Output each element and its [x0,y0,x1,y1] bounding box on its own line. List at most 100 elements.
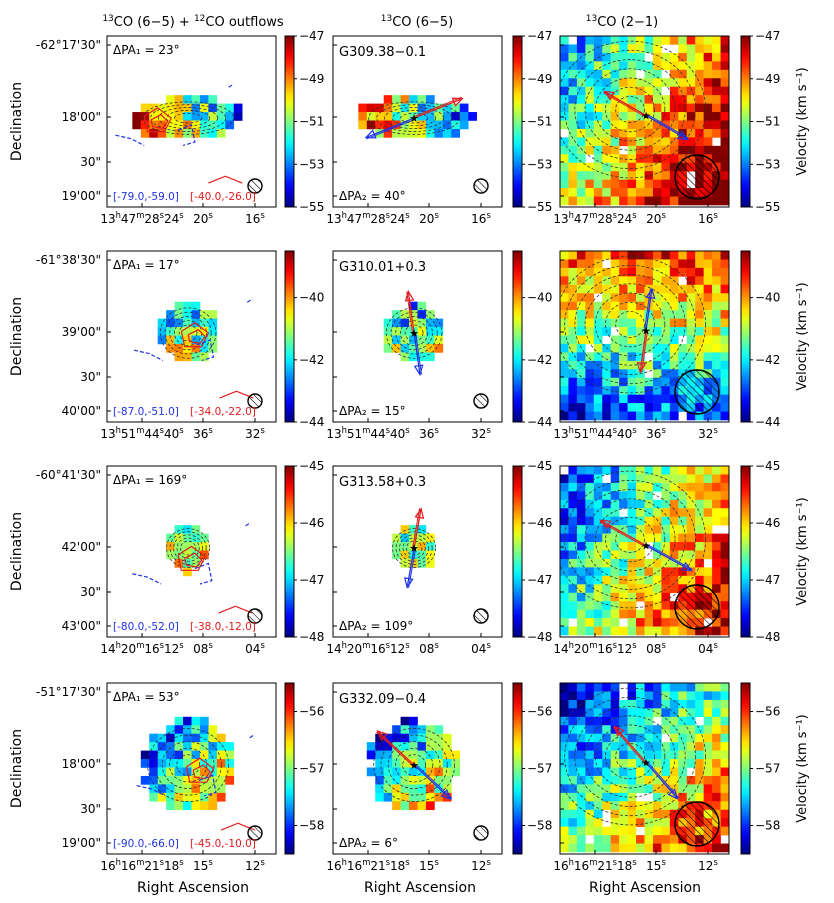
velocity-pixel [627,775,637,785]
velocity-pixel [593,259,603,269]
velocity-pixel [560,44,569,54]
tick-label-part: 21 [144,859,159,873]
velocity-pixel [636,567,645,577]
velocity-pixel [652,567,662,577]
velocity-pixel [712,360,721,370]
velocity-pixel [686,508,696,517]
velocity-pixel [568,78,578,87]
velocity-pixel [442,767,452,777]
velocity-pixel [593,683,603,692]
velocity-pixel [375,733,384,743]
velocity-pixel [652,733,662,743]
contour-level [574,489,686,590]
velocity-pixel [157,742,167,751]
velocity-pixel [636,103,645,113]
velocity-pixel [568,567,578,577]
title-superscript: 12 [194,14,205,24]
velocity-pixel [686,103,696,113]
velocity-pixel [720,699,729,709]
tick-label-part: s [160,640,164,650]
colorbar-bar [740,250,751,423]
velocity-pixel [686,626,696,636]
dec-tick-label: 19'00" [62,836,101,850]
velocity-pixel [225,767,235,777]
velocity-pixel [644,742,654,751]
tick-label-part: 21 [597,859,612,873]
velocity-pixel [400,128,410,138]
velocity-pixel [166,128,175,138]
velocity-pixel [720,327,729,336]
velocity-pixel [568,386,578,395]
velocity-pixel [392,792,401,802]
tick-label-part: s [260,425,264,435]
colorbar-tick-label: −47 [299,573,324,587]
velocity-pixel [451,112,461,121]
velocity-pixel [619,708,628,718]
direction-arrow: ★ [376,729,453,801]
redshifted-outflow [192,764,211,780]
velocity-pixel [576,360,586,370]
velocity-pixel [576,801,586,811]
velocity-pixel [619,592,628,602]
velocity-pixel [652,618,662,627]
tick-label-part: h [342,210,347,220]
velocity-pixel [593,327,603,336]
tick-label-part: 13 [100,427,115,441]
ra-tick-label: 36s [646,425,666,441]
direction-arrow: ★ [404,290,424,377]
velocity-pixel [576,69,586,79]
velocity-pixel [661,525,671,534]
velocity-pixel [703,196,713,206]
velocity-pixel [585,601,595,610]
velocity-pixel [610,259,620,269]
velocity-pixel [400,542,410,551]
velocity-pixel [576,36,586,45]
velocity-pixel [585,196,595,206]
velocity-pixel [720,626,729,636]
velocity-pixel [644,708,654,718]
velocity-pixel [644,491,654,501]
velocity-pixel [568,154,578,164]
velocity-pixel [602,742,611,751]
velocity-pixel [425,801,435,811]
velocity-pixel [619,284,628,294]
tick-label-part: 16 [245,212,260,226]
tick-label-part: s [434,210,438,220]
velocity-pixel [661,78,671,87]
velocity-pixel [585,499,595,509]
velocity-pixel [602,276,611,286]
contour-level [395,316,433,351]
velocity-pixel [417,784,427,794]
velocity-pixel [720,128,729,138]
velocity-pixel [442,784,452,794]
intensity-contours [560,470,707,609]
velocity-pixel [619,335,628,345]
velocity-pixel [703,360,713,370]
velocity-pixel [686,259,696,269]
velocity-pixel [593,188,603,197]
velocity-pixel [392,335,401,345]
contour-level [158,107,219,130]
velocity-pixel [712,835,721,844]
velocity-pixel [678,267,688,277]
redshifted-outflow [143,107,172,133]
velocity-pixel [199,128,209,138]
tick-label-part: s [405,425,409,435]
velocity-pixel [686,78,696,87]
delta-pa2-label: ΔPA₂ = 109° [339,619,413,633]
velocity-pixel [593,44,603,54]
colorbar-tick-label: −58 [299,819,324,833]
velocity-pixel [652,818,662,827]
velocity-pixel [568,377,578,387]
velocity-pixel [695,259,704,269]
direction-arrow-red-lobe [614,725,647,763]
velocity-pixel [576,103,586,113]
velocity-pixel [644,36,654,45]
tick-label-part: s [434,640,438,650]
velocity-pixel [425,542,435,551]
velocity-pixel [652,508,662,517]
velocity-pixel [627,626,637,636]
velocity-pixel [644,61,654,71]
velocity-pixel [695,575,704,585]
velocity-pixel [695,683,704,692]
